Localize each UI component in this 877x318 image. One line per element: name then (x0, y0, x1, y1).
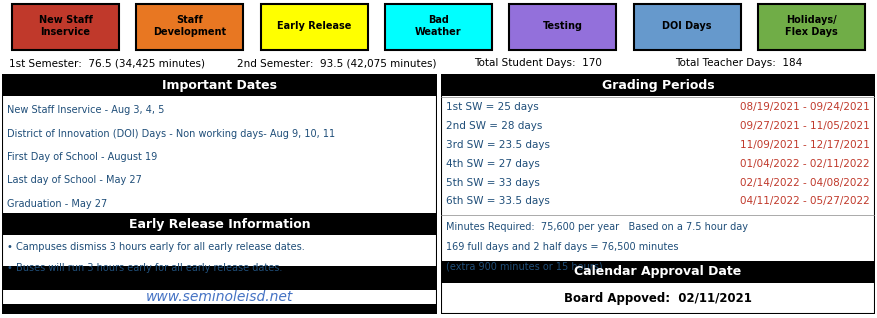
Text: 4th SW = 27 days: 4th SW = 27 days (446, 159, 540, 169)
Text: 3rd SW = 23.5 days: 3rd SW = 23.5 days (446, 140, 550, 150)
Text: District of Innovation (DOI) Days - Non working days- Aug 9, 10, 11: District of Innovation (DOI) Days - Non … (7, 128, 335, 139)
Text: • Campuses dismiss 3 hours early for all early release dates.: • Campuses dismiss 3 hours early for all… (7, 242, 304, 252)
Text: Total Teacher Days:  184: Total Teacher Days: 184 (675, 58, 802, 68)
Text: 1st SW = 25 days: 1st SW = 25 days (446, 102, 538, 112)
Text: Minutes Required:  75,600 per year   Based on a 7.5 hour day: Minutes Required: 75,600 per year Based … (446, 222, 748, 232)
Text: Last day of School - May 27: Last day of School - May 27 (7, 176, 142, 185)
FancyBboxPatch shape (136, 4, 243, 50)
Text: 2nd Semester:  93.5 (42,075 minutes): 2nd Semester: 93.5 (42,075 minutes) (237, 58, 436, 68)
Text: 02/14/2022 - 04/08/2022: 02/14/2022 - 04/08/2022 (740, 177, 870, 188)
Text: First Day of School - August 19: First Day of School - August 19 (7, 152, 157, 162)
FancyBboxPatch shape (12, 4, 119, 50)
FancyBboxPatch shape (441, 74, 875, 314)
FancyBboxPatch shape (510, 4, 617, 50)
Text: DOI Days: DOI Days (662, 21, 712, 31)
Text: Calendar Approval Date: Calendar Approval Date (574, 265, 742, 278)
Text: New Staff
Inservice: New Staff Inservice (39, 15, 92, 37)
FancyBboxPatch shape (2, 213, 437, 235)
FancyBboxPatch shape (2, 266, 437, 290)
Text: Early Release Information: Early Release Information (129, 218, 310, 231)
Text: 11/09/2021 - 12/17/2021: 11/09/2021 - 12/17/2021 (740, 140, 870, 150)
Text: 169 full days and 2 half days = 76,500 minutes: 169 full days and 2 half days = 76,500 m… (446, 242, 679, 252)
Text: 08/19/2021 - 09/24/2021: 08/19/2021 - 09/24/2021 (740, 102, 870, 112)
FancyBboxPatch shape (385, 4, 492, 50)
Text: 1st Semester:  76.5 (34,425 minutes): 1st Semester: 76.5 (34,425 minutes) (9, 58, 204, 68)
FancyBboxPatch shape (441, 74, 875, 96)
Text: Graduation - May 27: Graduation - May 27 (7, 199, 107, 209)
Text: (extra 900 minutes or 15 hours): (extra 900 minutes or 15 hours) (446, 262, 602, 272)
Text: Total Student Days:  170: Total Student Days: 170 (474, 58, 602, 68)
Text: 01/04/2022 - 02/11/2022: 01/04/2022 - 02/11/2022 (740, 159, 870, 169)
FancyBboxPatch shape (2, 304, 437, 314)
Text: Testing: Testing (543, 21, 583, 31)
FancyBboxPatch shape (758, 4, 865, 50)
Text: New Staff Inservice - Aug 3, 4, 5: New Staff Inservice - Aug 3, 4, 5 (7, 105, 164, 115)
Text: Board Appoved:  02/11/2021: Board Appoved: 02/11/2021 (564, 292, 752, 305)
Text: 2nd SW = 28 days: 2nd SW = 28 days (446, 121, 542, 131)
Text: 09/27/2021 - 11/05/2021: 09/27/2021 - 11/05/2021 (740, 121, 870, 131)
Text: Staff
Development: Staff Development (153, 15, 226, 37)
Text: Grading Periods: Grading Periods (602, 79, 714, 92)
FancyBboxPatch shape (634, 4, 741, 50)
Text: 04/11/2022 - 05/27/2022: 04/11/2022 - 05/27/2022 (740, 197, 870, 206)
FancyBboxPatch shape (2, 74, 437, 96)
Text: Holidays/
Flex Days: Holidays/ Flex Days (785, 15, 838, 37)
Text: Early Release: Early Release (277, 21, 352, 31)
Text: www.seminoleisd.net: www.seminoleisd.net (146, 290, 293, 304)
Text: Important Dates: Important Dates (162, 79, 277, 92)
Text: Bad
Weather: Bad Weather (415, 15, 462, 37)
FancyBboxPatch shape (441, 261, 875, 283)
FancyBboxPatch shape (260, 4, 367, 50)
Text: • Buses will run 3 hours early for all early release dates.: • Buses will run 3 hours early for all e… (7, 263, 282, 273)
Text: 5th SW = 33 days: 5th SW = 33 days (446, 177, 540, 188)
Text: 6th SW = 33.5 days: 6th SW = 33.5 days (446, 197, 550, 206)
FancyBboxPatch shape (2, 74, 437, 314)
